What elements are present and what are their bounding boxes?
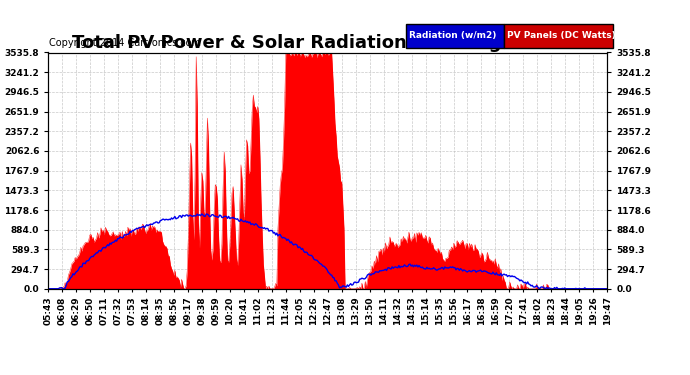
FancyBboxPatch shape <box>406 24 504 48</box>
FancyBboxPatch shape <box>504 24 613 48</box>
Text: Radiation (w/m2): Radiation (w/m2) <box>408 32 496 40</box>
Text: PV Panels (DC Watts): PV Panels (DC Watts) <box>506 32 615 40</box>
Text: Copyright 2014 Cartronics.com: Copyright 2014 Cartronics.com <box>50 38 201 48</box>
Title: Total PV Power & Solar Radiation Mon Aug 4 19:52: Total PV Power & Solar Radiation Mon Aug… <box>72 34 584 53</box>
